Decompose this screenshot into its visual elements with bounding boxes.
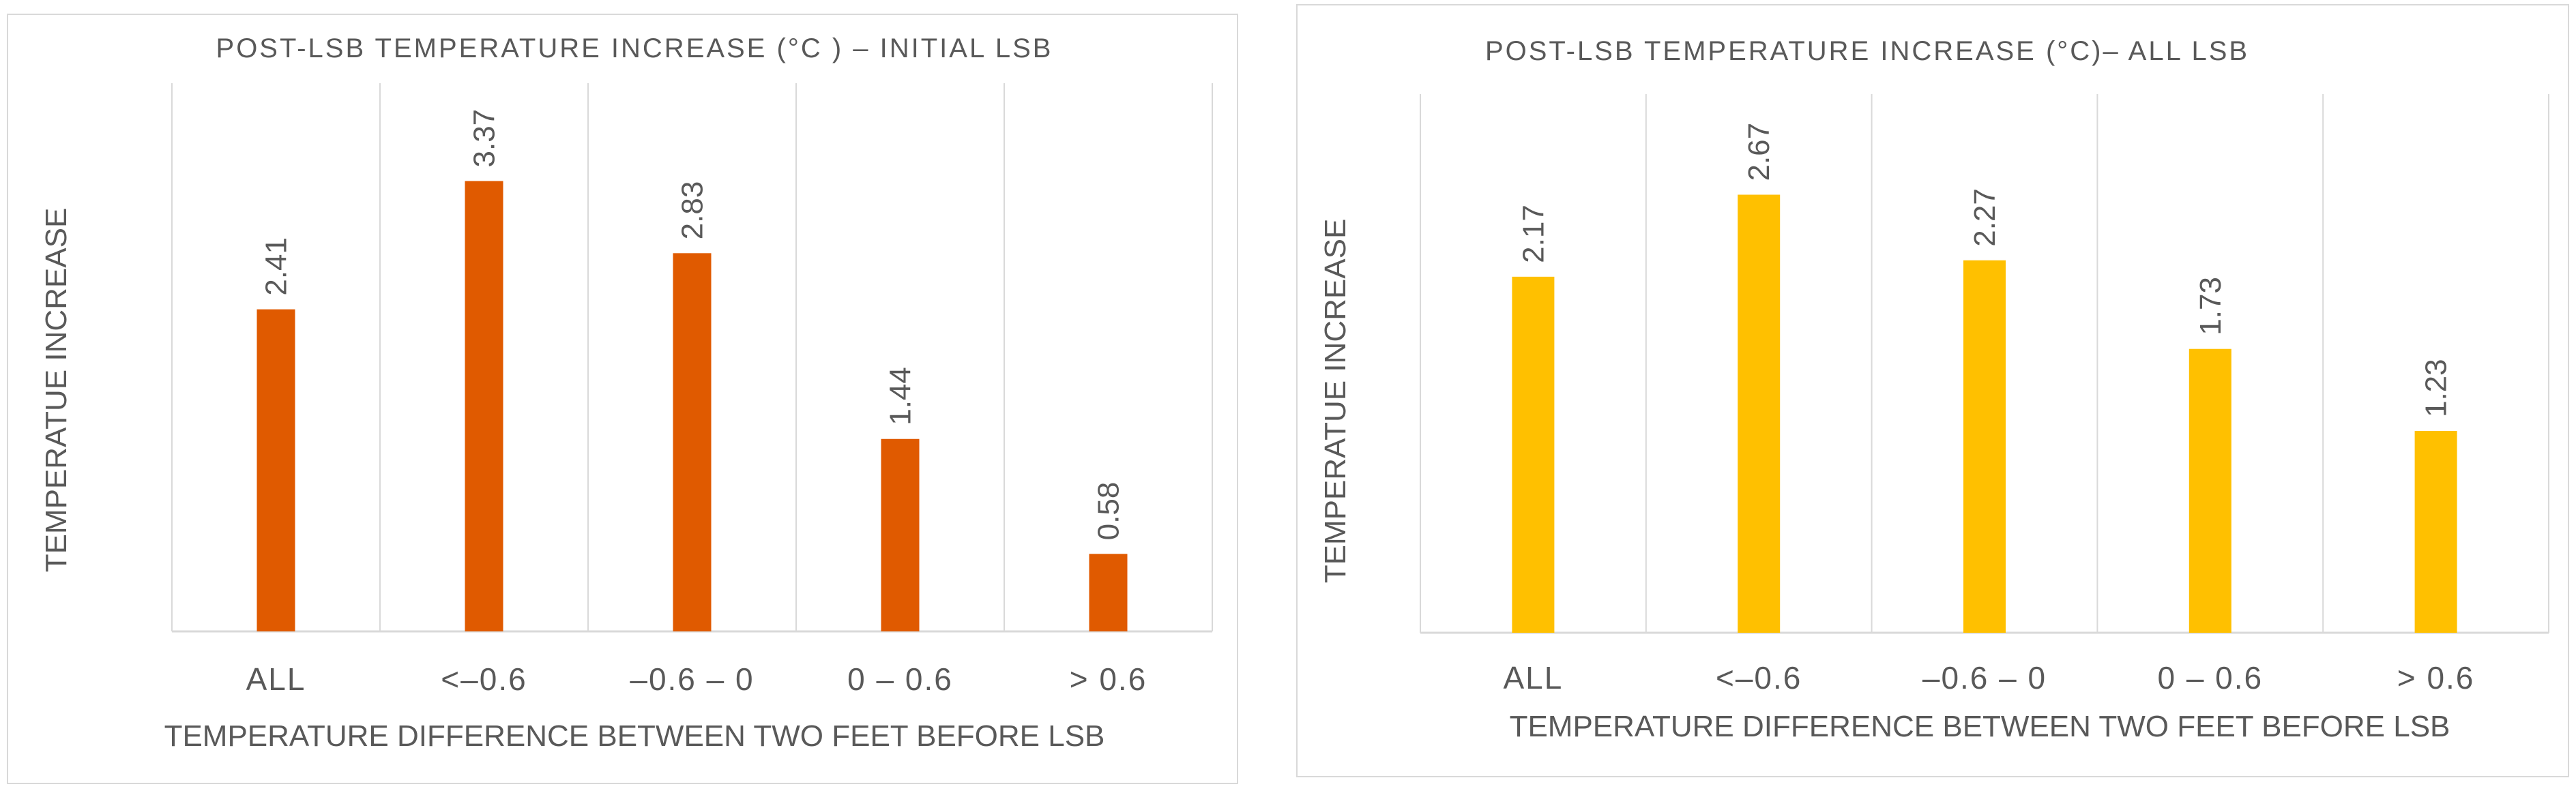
x-axis-title: TEMPERATURE DIFFERENCE BETWEEN TWO FEET … <box>1510 710 2450 743</box>
y-axis-title: TEMPERATUE INCREASE <box>1319 219 1352 584</box>
x-tick-label-1: <–0.6 <box>441 661 527 697</box>
bar-2 <box>673 253 712 631</box>
bar-4 <box>1089 554 1128 631</box>
data-label-4: 1.23 <box>2420 359 2453 417</box>
data-label-1: 2.67 <box>1742 123 1776 181</box>
x-tick-label-4: > 0.6 <box>1070 661 1147 697</box>
x-tick-label-0: ALL <box>1503 660 1563 695</box>
bar-4 <box>2414 431 2457 633</box>
y-axis-title: TEMPERATUE INCREASE <box>40 208 73 573</box>
x-tick-label-2: –0.6 – 0 <box>630 661 754 697</box>
bar-1 <box>465 181 503 631</box>
bar-3 <box>881 438 920 631</box>
data-label-2: 2.27 <box>1968 188 2002 247</box>
data-label-1: 3.37 <box>468 109 501 168</box>
bar-1 <box>1738 194 1781 633</box>
chart-panel-all-lsb: POST-LSB TEMPERATURE INCREASE (°C)– ALL … <box>1296 4 2569 777</box>
x-tick-label-1: <–0.6 <box>1716 660 1802 695</box>
x-tick-label-3: 0 – 0.6 <box>847 661 953 697</box>
plot-area: 2.17 ALL 2.67 <–0.6 2.27 –0.6 – 0 1.73 0 – 0.6 1… <box>1420 94 2549 695</box>
x-tick-label-0: ALL <box>246 661 306 697</box>
x-tick-label-4: > 0.6 <box>2397 660 2475 695</box>
data-label-3: 1.73 <box>2194 277 2227 335</box>
bar-chart-initial-lsb: POST-LSB TEMPERATURE INCREASE (°C ) – IN… <box>40 33 1213 753</box>
data-label-3: 1.44 <box>884 367 918 425</box>
bar-chart-all-lsb: POST-LSB TEMPERATURE INCREASE (°C)– ALL … <box>1319 36 2549 743</box>
data-label-0: 2.41 <box>260 237 293 296</box>
x-tick-label-3: 0 – 0.6 <box>2157 660 2263 695</box>
data-label-0: 2.17 <box>1517 205 1550 263</box>
bar-2 <box>1963 260 2006 633</box>
chart-title: POST-LSB TEMPERATURE INCREASE (°C)– ALL … <box>1485 36 2249 66</box>
bar-0 <box>1512 276 1555 633</box>
chart-title: POST-LSB TEMPERATURE INCREASE (°C ) – IN… <box>216 33 1053 63</box>
data-label-2: 2.83 <box>676 181 709 240</box>
bar-0 <box>257 309 295 631</box>
plot-area: 2.41 ALL 3.37 <–0.6 2.83 –0.6 – 0 1.44 0 – 0.6 0… <box>171 83 1213 697</box>
x-tick-label-2: –0.6 – 0 <box>1922 660 2047 695</box>
data-label-4: 0.58 <box>1092 482 1126 541</box>
chart-panel-initial-lsb: POST-LSB TEMPERATURE INCREASE (°C ) – IN… <box>7 14 1238 784</box>
x-axis-title: TEMPERATURE DIFFERENCE BETWEEN TWO FEET … <box>164 719 1105 753</box>
bar-3 <box>2189 348 2231 633</box>
